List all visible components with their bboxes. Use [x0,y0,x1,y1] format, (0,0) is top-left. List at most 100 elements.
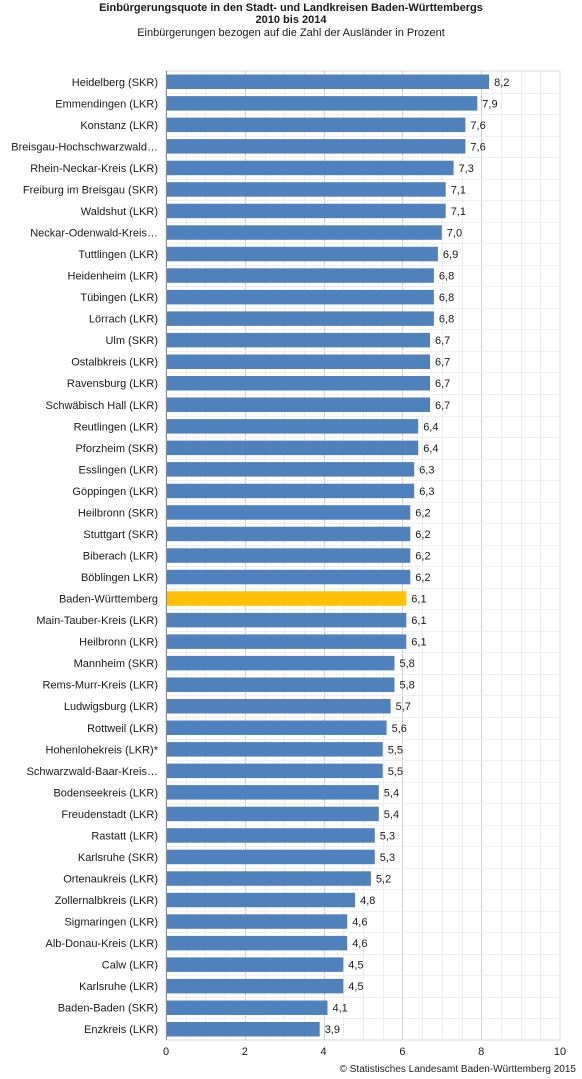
value-label: 6,2 [415,572,430,584]
value-label: 6,7 [435,400,450,412]
category-label: Karlsruhe (LKR) [79,981,158,993]
value-label: 6,7 [435,335,450,347]
value-label: 7,3 [459,163,474,175]
bar [166,139,466,154]
bar [166,332,430,348]
bar [166,1000,328,1015]
category-label: Main-Tauber-Kreis (LKR) [36,615,158,627]
value-label: 4,1 [333,1003,348,1015]
value-label: 5,4 [384,809,399,821]
bar [166,96,478,111]
value-label: 5,4 [384,787,399,799]
category-label: Zollernalbkreis (LKR) [55,895,158,907]
category-label: Neckar-Odenwald-Kreis… [30,228,158,240]
category-label: Baden-Baden (SKR) [58,1003,158,1015]
category-label: Ostalbkreis (LKR) [71,357,158,369]
value-label: 7,1 [451,184,466,196]
bar [166,763,383,779]
value-label: 8,2 [494,77,509,89]
bar [166,612,407,628]
bar [166,462,415,477]
category-label: Freiburg im Breisgau (SKR) [23,184,158,196]
category-label: Karlsruhe (SKR) [78,852,158,864]
value-label: 7,9 [482,98,497,110]
value-label: 7,0 [447,228,462,240]
bar [166,785,379,800]
category-label: Freudenstadt (LKR) [61,809,158,821]
value-label: 6,4 [423,421,438,433]
bar [166,160,454,176]
bar [166,892,356,908]
category-label: Mannheim (SKR) [74,658,158,670]
value-label: 4,8 [360,895,375,907]
bar [166,634,407,649]
x-tick-label: 4 [321,1046,327,1058]
category-label: Stuttgart (SKR) [83,529,158,541]
bar [166,117,466,133]
value-label: 4,5 [348,981,363,993]
category-label: Pforzheim (SKR) [75,443,158,455]
value-label: 7,1 [451,206,466,218]
bar [166,483,415,499]
bar [166,935,348,951]
value-label: 6,8 [439,292,454,304]
value-label: 6,1 [411,615,426,627]
category-label: Heilbronn (LKR) [79,637,158,649]
value-label: 5,5 [388,766,403,778]
category-label: Breisgau-Hochschwarzwald… [11,141,158,153]
bar [166,526,411,542]
bar [166,849,375,865]
bar [166,289,434,305]
category-label: Rastatt (LKR) [91,830,158,842]
bar-highlight [166,591,407,606]
value-label: 6,8 [439,314,454,326]
bar [166,354,430,369]
value-label: 6,7 [435,378,450,390]
value-label: 6,1 [411,637,426,649]
value-label: 5,5 [388,744,403,756]
value-label: 7,6 [470,120,485,132]
category-label: Tübingen (LKR) [80,292,158,304]
value-label: 5,3 [380,830,395,842]
category-label: Emmendingen (LKR) [55,98,158,110]
bar [166,203,446,219]
category-label: Bodenseekreis (LKR) [53,787,158,799]
bar [166,397,430,412]
value-label: 6,2 [415,507,430,519]
bar [166,699,391,714]
bar [166,376,430,391]
category-label: Sigmaringen (LKR) [64,917,158,929]
category-label: Ulm (SKR) [105,335,158,347]
category-label: Baden-Württemberg [59,594,158,606]
bar [166,1022,320,1037]
bar [166,720,387,735]
bar [166,957,344,972]
bar [166,828,375,843]
category-label: Alb-Donau-Kreis (LKR) [46,938,158,950]
category-label: Heilbronn (SKR) [78,507,158,519]
value-label: 4,5 [348,960,363,972]
chart-title-line1: Einbürgerungsquote in den Stadt- und Lan… [99,2,483,14]
value-label: 6,9 [443,249,458,261]
value-label: 7,6 [470,141,485,153]
value-label: 3,9 [325,1024,340,1036]
bar [166,655,395,671]
category-label: Rems-Murr-Kreis (LKR) [43,680,159,692]
category-label: Tuttlingen (LKR) [78,249,158,261]
x-tick-label: 10 [554,1046,566,1058]
source-credit: © Statistisches Landesamt Baden-Württemb… [339,1064,576,1075]
category-label: Esslingen (LKR) [79,464,158,476]
bar [166,806,379,822]
value-label: 6,2 [415,551,430,563]
x-tick-label: 0 [163,1046,169,1058]
category-label: Schwarzwald-Baar-Kreis… [27,766,158,778]
category-label: Schwäbisch Hall (LKR) [46,400,158,412]
value-label: 5,7 [396,701,411,713]
value-label: 5,8 [400,658,415,670]
bar [166,440,419,456]
value-label: 5,6 [392,723,407,735]
value-label: 5,8 [400,680,415,692]
value-label: 6,4 [423,443,438,455]
category-label: Rhein-Neckar-Kreis (LKR) [30,163,158,175]
